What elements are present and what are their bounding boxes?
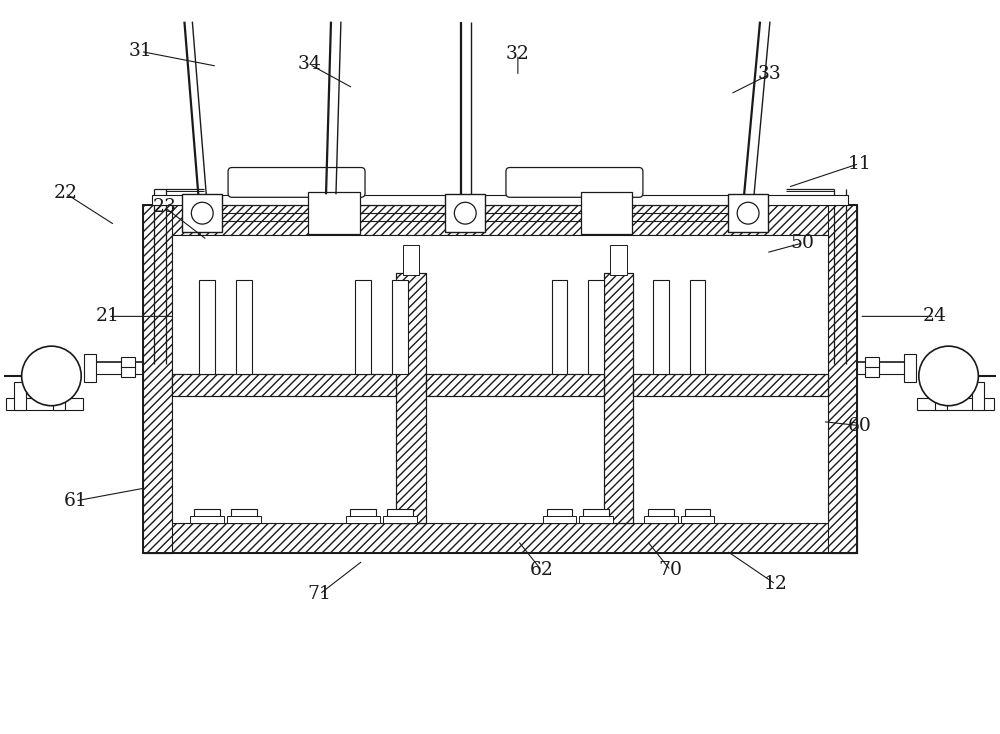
Bar <box>143 206 857 553</box>
Bar <box>355 280 371 374</box>
Bar <box>236 280 252 374</box>
Bar <box>552 280 567 374</box>
Bar <box>396 273 426 523</box>
Bar <box>865 365 879 377</box>
Bar <box>604 273 633 523</box>
Bar <box>396 273 426 523</box>
Text: 62: 62 <box>530 562 554 579</box>
Text: 33: 33 <box>758 65 782 83</box>
Bar <box>681 516 714 523</box>
Text: 23: 23 <box>153 198 176 217</box>
Bar <box>685 509 710 523</box>
Bar <box>588 280 604 374</box>
Bar <box>445 195 485 232</box>
Bar <box>690 280 705 374</box>
Bar <box>610 245 627 275</box>
Text: 61: 61 <box>63 492 87 510</box>
Bar <box>6 398 83 410</box>
Bar <box>972 382 984 410</box>
Bar <box>143 206 857 235</box>
Circle shape <box>22 346 81 406</box>
Text: 34: 34 <box>298 55 321 73</box>
Circle shape <box>737 203 759 224</box>
Bar <box>308 192 360 234</box>
Bar <box>581 192 632 234</box>
Bar <box>403 245 419 275</box>
Bar <box>53 382 65 410</box>
Bar <box>199 280 215 374</box>
Text: 21: 21 <box>96 308 120 325</box>
Bar <box>182 195 222 232</box>
Bar <box>426 374 604 396</box>
Bar <box>904 354 916 382</box>
Circle shape <box>919 346 978 406</box>
Text: 12: 12 <box>764 575 788 593</box>
Text: 60: 60 <box>847 417 871 435</box>
Bar <box>143 206 172 553</box>
Bar <box>121 365 135 377</box>
Bar <box>633 374 828 396</box>
Bar <box>579 516 613 523</box>
Bar <box>653 280 669 374</box>
Bar <box>543 516 576 523</box>
Bar <box>172 374 396 396</box>
Text: 22: 22 <box>53 184 77 203</box>
Bar <box>190 516 224 523</box>
Bar <box>350 509 376 523</box>
Bar <box>383 516 417 523</box>
Bar <box>227 516 261 523</box>
Bar <box>604 273 633 523</box>
Bar <box>644 516 678 523</box>
Text: 32: 32 <box>506 46 530 63</box>
Text: 50: 50 <box>791 234 815 252</box>
Bar <box>828 206 857 553</box>
FancyBboxPatch shape <box>228 167 365 197</box>
Bar <box>935 382 947 410</box>
Bar <box>648 509 674 523</box>
Bar <box>583 509 609 523</box>
Text: 31: 31 <box>129 43 153 60</box>
Bar <box>346 516 380 523</box>
Bar <box>865 357 879 367</box>
Bar <box>194 509 220 523</box>
Bar <box>152 195 848 206</box>
Text: 11: 11 <box>847 155 871 172</box>
Circle shape <box>454 203 476 224</box>
Bar <box>172 374 396 396</box>
Bar <box>231 509 257 523</box>
Bar <box>121 357 135 367</box>
Bar <box>387 509 413 523</box>
Bar <box>143 523 857 553</box>
Bar <box>633 374 828 396</box>
Bar <box>392 280 408 374</box>
Bar <box>172 235 828 523</box>
Bar <box>728 195 768 232</box>
Bar <box>84 354 96 382</box>
Circle shape <box>191 203 213 224</box>
Bar <box>917 398 994 410</box>
Text: 24: 24 <box>923 308 947 325</box>
FancyBboxPatch shape <box>506 167 643 197</box>
Text: 70: 70 <box>659 562 683 579</box>
Text: 71: 71 <box>307 585 331 603</box>
Bar <box>14 382 26 410</box>
Bar <box>426 374 604 396</box>
Bar <box>547 509 572 523</box>
